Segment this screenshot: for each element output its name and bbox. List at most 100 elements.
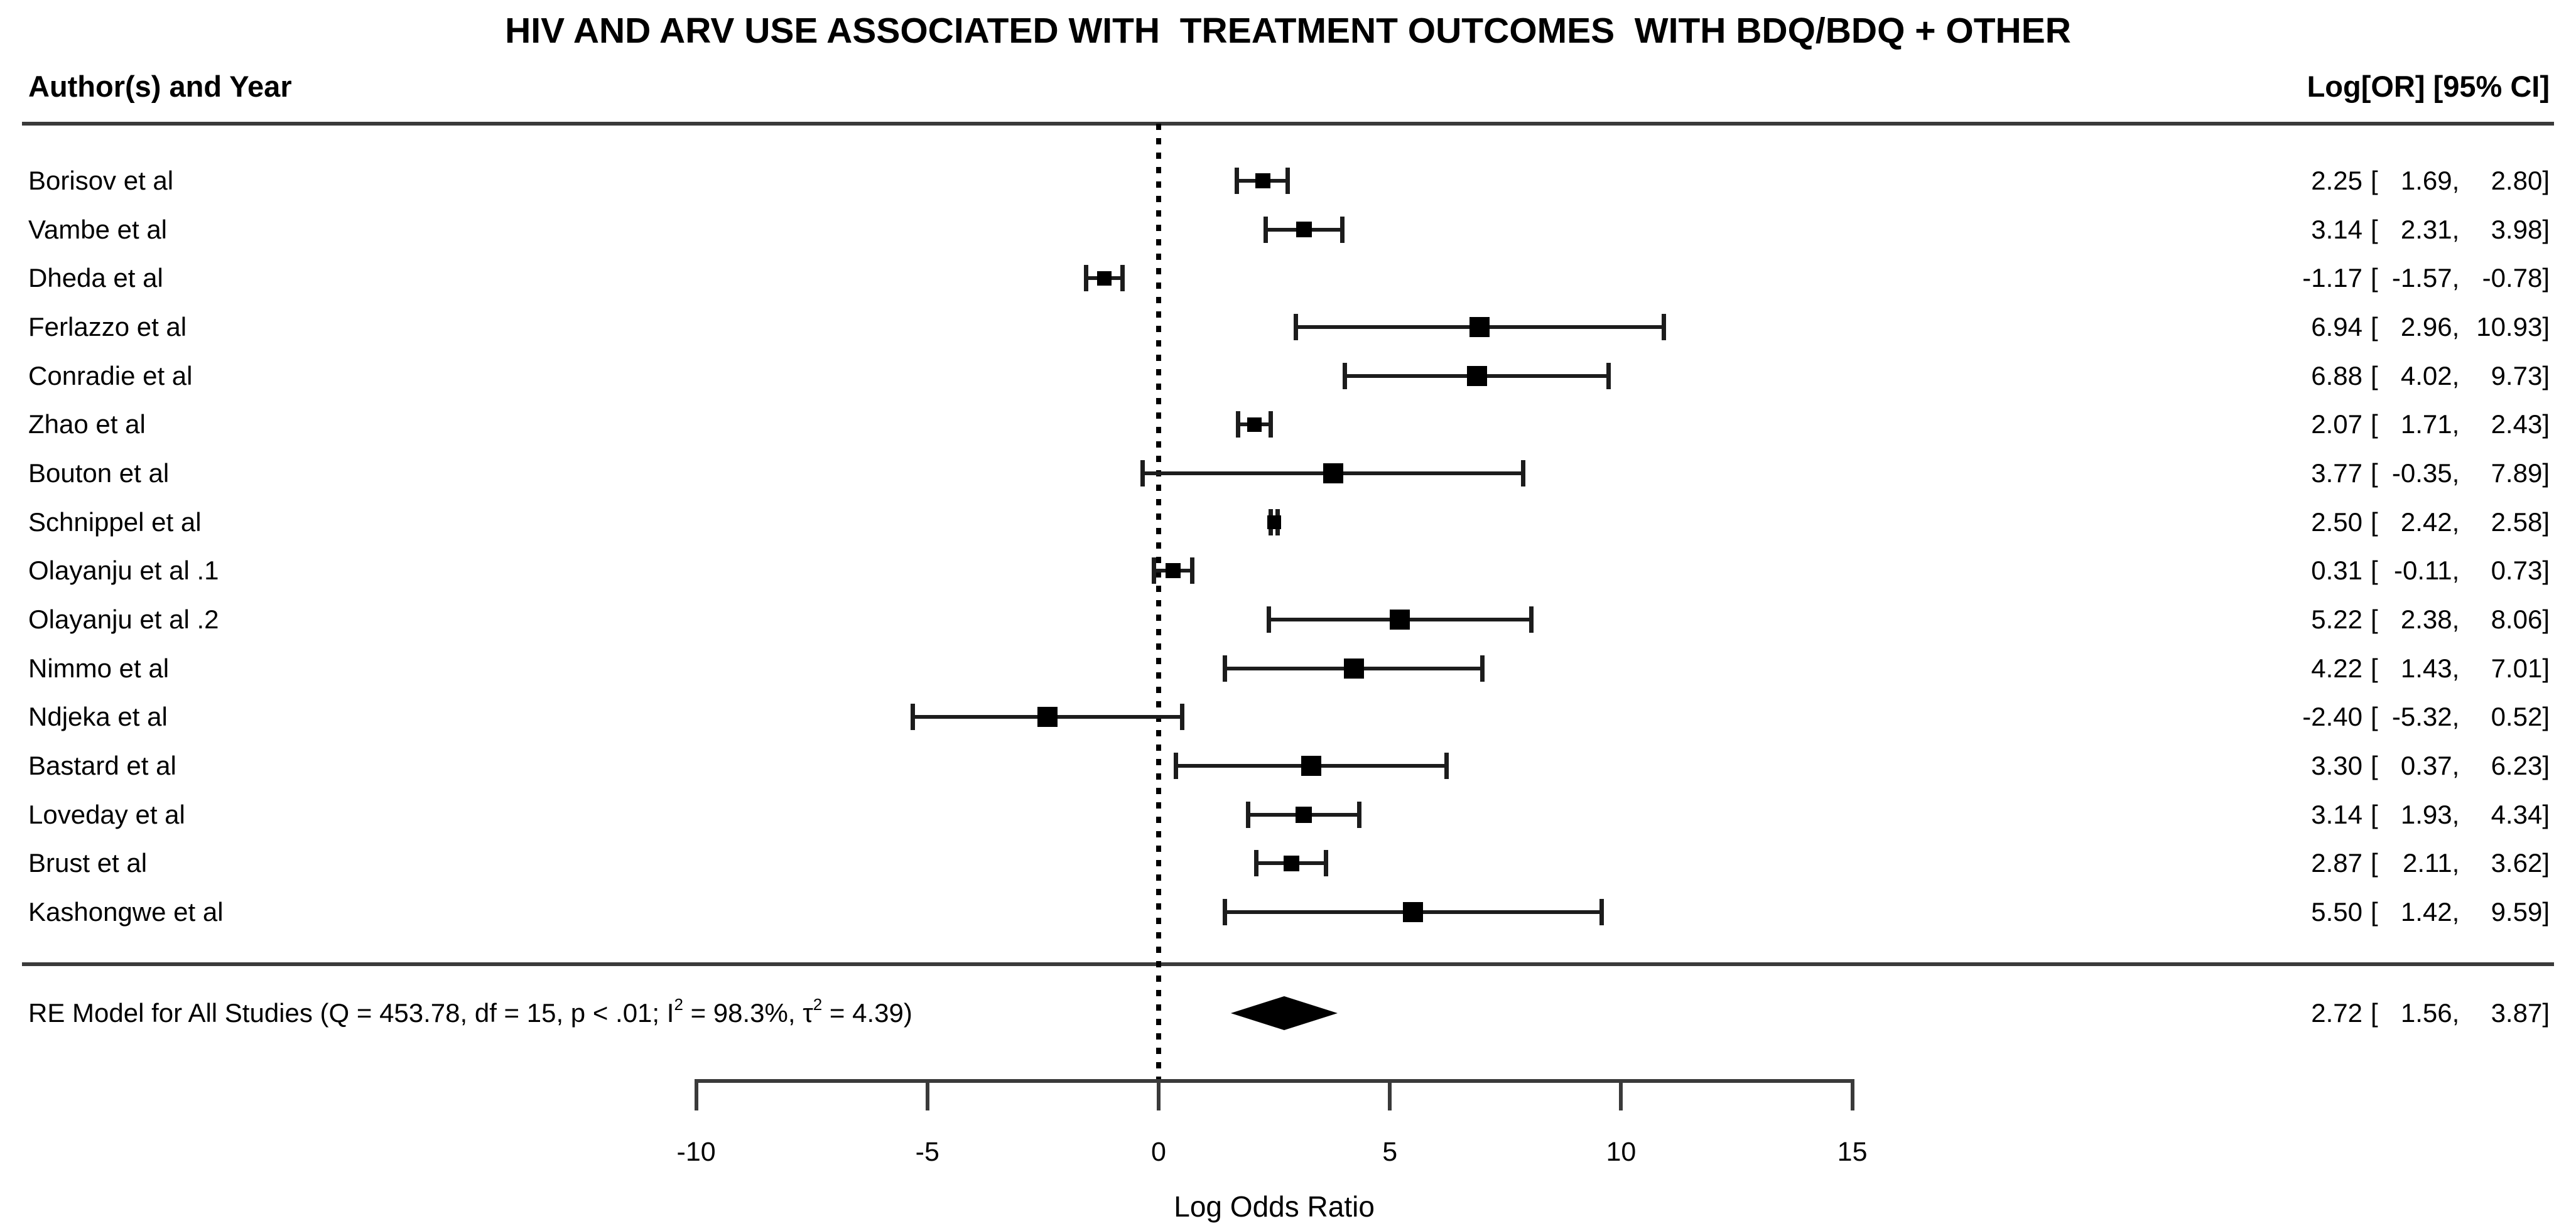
x-axis-tick-mark bbox=[925, 1079, 929, 1110]
ci-upper-value: 6.23 bbox=[2491, 750, 2543, 780]
study-point-marker bbox=[1466, 365, 1487, 386]
x-axis-tick-label: 0 bbox=[1151, 1137, 1166, 1167]
ci-cap-right bbox=[1529, 606, 1534, 633]
bracket: [ bbox=[2370, 604, 2378, 634]
estimate-value: 2.72 bbox=[2311, 998, 2362, 1028]
ci-lower-value: -0.11 bbox=[2394, 556, 2452, 586]
study-point-marker bbox=[1267, 515, 1282, 529]
ci-upper-value: 7.01 bbox=[2491, 653, 2543, 683]
study-ci-text: 2.87 [2.11, 3.62] bbox=[2286, 844, 2550, 882]
bracket: ] bbox=[2542, 750, 2550, 780]
summary-model-label: RE Model for All Studies (Q = 453.78, df… bbox=[28, 994, 912, 1032]
study-point-marker bbox=[1097, 271, 1112, 286]
study-point-marker bbox=[1323, 463, 1343, 483]
comma: , bbox=[2452, 702, 2460, 732]
study-point-marker bbox=[1037, 707, 1058, 728]
bracket: ] bbox=[2542, 360, 2550, 390]
bracket: [ bbox=[2370, 360, 2378, 390]
study-author-label: Loveday et al bbox=[28, 799, 185, 829]
x-axis-tick-label: -10 bbox=[676, 1137, 716, 1167]
comma: , bbox=[2452, 409, 2460, 439]
ci-lower-value: 1.69 bbox=[2400, 166, 2452, 195]
study-author-label: Ndjeka et al bbox=[28, 702, 168, 732]
study-point-marker bbox=[1296, 222, 1312, 238]
bracket: ] bbox=[2542, 507, 2550, 537]
ci-lower-value: 2.31 bbox=[2400, 214, 2452, 244]
estimate-value: 6.94 bbox=[2311, 311, 2362, 341]
study-author-label: Bouton et al bbox=[28, 458, 170, 488]
ci-lower-value: 2.38 bbox=[2400, 604, 2452, 634]
ci-upper-value: 3.98 bbox=[2491, 214, 2543, 244]
study-point-marker bbox=[1247, 417, 1262, 432]
estimate-value: -1.17 bbox=[2302, 263, 2362, 293]
estimate-value: 3.14 bbox=[2311, 799, 2362, 829]
study-point-marker bbox=[1403, 901, 1424, 922]
bracket: [ bbox=[2370, 799, 2378, 829]
study-ci-text: 3.14 [2.31, 3.98] bbox=[2286, 211, 2550, 249]
study-ci-text: 2.25 [1.69, 2.80] bbox=[2286, 162, 2550, 200]
study-ci-text: 5.22 [2.38, 8.06] bbox=[2286, 601, 2550, 638]
bracket: ] bbox=[2542, 409, 2550, 439]
comma: , bbox=[2452, 214, 2460, 244]
zero-reference-line bbox=[1156, 124, 1161, 1081]
study-ci-text: 2.50 [2.42, 2.58] bbox=[2286, 503, 2550, 541]
comma: , bbox=[2452, 166, 2460, 195]
superscript: 2 bbox=[674, 995, 683, 1014]
estimate-value: 2.25 bbox=[2311, 166, 2362, 195]
study-ci-text: 2.07 [1.71, 2.43] bbox=[2286, 406, 2550, 443]
study-point-marker bbox=[1343, 658, 1364, 679]
ci-cap-left bbox=[1151, 557, 1156, 584]
comma: , bbox=[2452, 799, 2460, 829]
comma: , bbox=[2452, 604, 2460, 634]
bracket: [ bbox=[2370, 507, 2378, 537]
bracket: [ bbox=[2370, 750, 2378, 780]
study-author-label: Nimmo et al bbox=[28, 653, 170, 683]
bracket: ] bbox=[2542, 799, 2550, 829]
estimate-value: 2.87 bbox=[2311, 848, 2362, 878]
ci-cap-right bbox=[1521, 460, 1526, 486]
bracket: ] bbox=[2542, 998, 2550, 1028]
study-author-label: Conradie et al bbox=[28, 360, 193, 390]
chart-title: HIV AND ARV USE ASSOCIATED WITH TREATMEN… bbox=[505, 11, 2071, 51]
ci-cap-left bbox=[1246, 801, 1251, 828]
study-author-label: Kashongwe et al bbox=[28, 896, 224, 927]
study-ci-text: 3.77 [-0.35, 7.89] bbox=[2286, 454, 2550, 492]
study-point-marker bbox=[1301, 755, 1321, 776]
x-axis-tick-label: 10 bbox=[1606, 1137, 1637, 1167]
summary-ci-text: 2.72 [1.56, 3.87] bbox=[2286, 994, 2550, 1032]
ci-upper-value: 4.34 bbox=[2491, 799, 2543, 829]
ci-upper-value: 3.87 bbox=[2491, 998, 2543, 1028]
summary-label-text: RE Model for All Studies (Q = 453.78, df… bbox=[28, 998, 674, 1028]
ci-lower-value: 4.02 bbox=[2400, 360, 2452, 390]
ci-upper-value: 9.59 bbox=[2491, 896, 2543, 927]
study-point-marker bbox=[1469, 316, 1490, 337]
estimate-value: -2.40 bbox=[2302, 702, 2362, 732]
comma: , bbox=[2452, 458, 2460, 488]
study-author-label: Borisov et al bbox=[28, 166, 174, 195]
ci-upper-value: 2.58 bbox=[2491, 507, 2543, 537]
x-axis-label: Log Odds Ratio bbox=[1174, 1190, 1375, 1223]
study-ci-text: 6.94 [2.96, 10.93] bbox=[2286, 308, 2550, 346]
ci-upper-value: 2.43 bbox=[2491, 409, 2543, 439]
study-ci-text: 3.14 [1.93, 4.34] bbox=[2286, 796, 2550, 834]
bracket: ] bbox=[2542, 848, 2550, 878]
study-author-label: Dheda et al bbox=[28, 263, 163, 293]
bracket: [ bbox=[2370, 311, 2378, 341]
bracket: [ bbox=[2370, 214, 2378, 244]
ci-cap-right bbox=[1323, 850, 1328, 877]
study-author-label: Bastard et al bbox=[28, 750, 176, 780]
ci-cap-left bbox=[1267, 606, 1272, 633]
ci-lower-value: 1.56 bbox=[2400, 998, 2452, 1028]
estimate-value: 3.14 bbox=[2311, 214, 2362, 244]
ci-lower-value: 1.71 bbox=[2400, 409, 2452, 439]
bracket: [ bbox=[2370, 263, 2378, 293]
estimate-value: 2.50 bbox=[2311, 507, 2362, 537]
bracket: ] bbox=[2542, 166, 2550, 195]
x-axis-tick-mark bbox=[694, 1079, 698, 1110]
study-point-marker bbox=[1283, 855, 1299, 871]
x-axis-tick-mark bbox=[1388, 1079, 1392, 1110]
estimate-value: 6.88 bbox=[2311, 360, 2362, 390]
ci-cap-left bbox=[1223, 655, 1228, 682]
comma: , bbox=[2452, 360, 2460, 390]
